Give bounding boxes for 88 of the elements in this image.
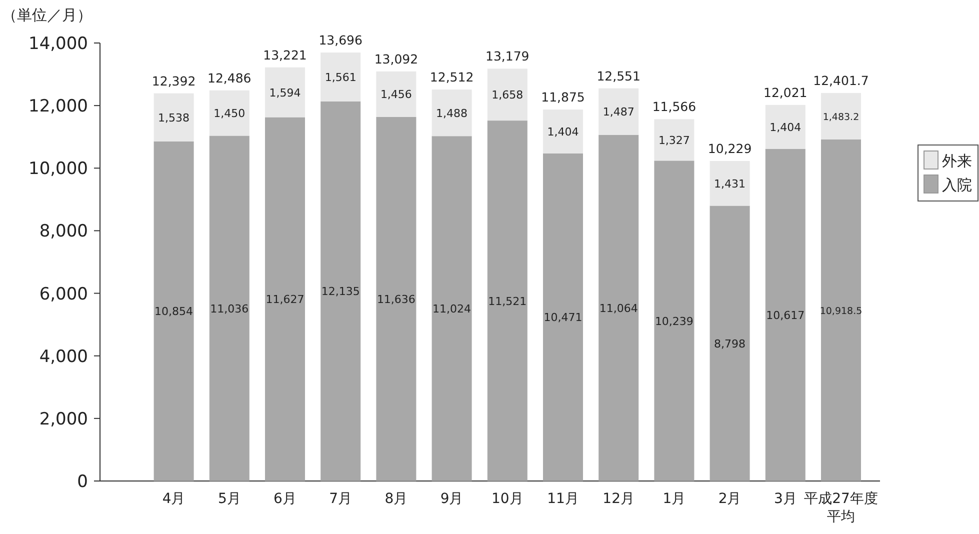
total-label: 12,486: [208, 70, 252, 86]
data-label: 11,036: [210, 302, 249, 316]
data-label: 8,798: [714, 337, 746, 350]
data-label: 10,854: [154, 305, 194, 318]
x-tick-label: 平成27年度平均: [804, 491, 878, 525]
data-label: 1,404: [547, 125, 579, 138]
data-label: 10,617: [766, 308, 805, 322]
data-label: 11,636: [376, 292, 416, 306]
bar: [320, 52, 361, 102]
x-tick-label: 12月: [602, 491, 635, 507]
y-tick-label: 6,000: [39, 284, 88, 304]
bar: [487, 68, 528, 121]
data-label: 1,488: [436, 106, 468, 120]
legend-label: 入院: [942, 176, 972, 194]
bar: [376, 71, 416, 117]
total-label: 10,229: [708, 140, 752, 156]
bar: [543, 153, 583, 481]
bar: [710, 160, 750, 206]
x-tick-label: 3月: [774, 491, 797, 507]
data-label: 10,471: [544, 311, 582, 324]
data-label: 1,431: [714, 177, 746, 190]
total-label: 11,875: [541, 89, 585, 104]
data-label: 11,024: [432, 302, 472, 316]
bar: [821, 93, 861, 140]
bar: [320, 101, 361, 481]
bar: [765, 104, 806, 149]
data-label: 11,627: [266, 293, 304, 306]
bar: [543, 109, 583, 154]
y-axis-title: （単位／月）: [2, 6, 92, 24]
bar: [765, 148, 806, 481]
bar: [710, 206, 750, 481]
x-tick-label: 2月: [718, 491, 742, 507]
bar: [654, 160, 694, 481]
bar: [209, 90, 250, 136]
data-label: 11,064: [599, 302, 638, 315]
x-tick-label: 1月: [662, 491, 686, 507]
bar: [265, 117, 305, 481]
data-label: 1,658: [492, 88, 524, 102]
total-label: 12,512: [430, 70, 474, 85]
y-tick-label: 14,000: [28, 34, 88, 54]
bar: [598, 134, 639, 481]
x-tick-label: 10月: [491, 491, 524, 507]
data-label: 1,450: [214, 107, 246, 120]
data-label: 10,239: [654, 314, 694, 328]
y-tick-label: 0: [77, 472, 88, 492]
data-label: 1,327: [658, 134, 690, 147]
bar: [432, 136, 472, 481]
total-label: 13,179: [486, 48, 530, 64]
legend-label: 外来: [942, 152, 972, 170]
data-label: 1,538: [158, 111, 190, 124]
data-label: 1,483.2: [822, 112, 860, 124]
total-label: 12,551: [596, 68, 640, 84]
bar: [154, 141, 194, 481]
x-tick-label: 6月: [274, 491, 296, 507]
bar: [265, 67, 305, 118]
data-label: 1,404: [770, 120, 802, 134]
total-label: 12,401.7: [813, 73, 869, 88]
bar: [209, 136, 250, 481]
total-label: 13,221: [263, 47, 307, 62]
bar: [154, 93, 194, 142]
total-label: 11,566: [652, 99, 696, 114]
total-label: 12,021: [764, 84, 808, 100]
data-label: 11,521: [488, 294, 527, 308]
x-tick-label: 8月: [384, 491, 408, 507]
y-tick-label: 2,000: [39, 409, 88, 430]
bar: [376, 116, 416, 481]
bar: [487, 120, 528, 481]
data-label: 1,487: [602, 106, 634, 119]
y-tick-label: 8,000: [39, 222, 88, 242]
x-tick-label: 11月: [547, 491, 579, 507]
data-label: 12,135: [321, 285, 360, 298]
x-tick-label: 7月: [329, 491, 352, 507]
total-label: 13,696: [318, 32, 363, 48]
bar: [598, 88, 639, 135]
data-label: 1,594: [269, 86, 301, 100]
y-tick-label: 10,000: [28, 159, 88, 180]
y-tick-label: 12,000: [28, 96, 88, 117]
x-tick-label: 5月: [218, 491, 241, 507]
total-label: 12,392: [152, 73, 196, 88]
data-label: 1,456: [380, 88, 412, 102]
bar: [432, 90, 472, 136]
bar: [654, 119, 694, 161]
bar: [821, 139, 861, 481]
total-label: 13,092: [374, 51, 418, 66]
y-tick-label: 4,000: [39, 346, 88, 367]
x-tick-label: 4月: [162, 491, 186, 507]
data-label: 1,561: [324, 70, 356, 84]
x-tick-label: 9月: [440, 491, 464, 507]
